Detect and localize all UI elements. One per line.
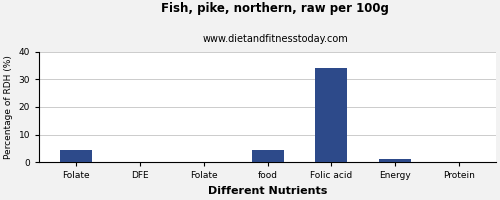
Text: www.dietandfitnesstoday.com: www.dietandfitnesstoday.com	[202, 34, 348, 44]
Bar	[60, 150, 92, 162]
Y-axis label: Percentage of RDH (%): Percentage of RDH (%)	[4, 55, 13, 159]
Bar	[252, 150, 284, 162]
Bar	[316, 68, 348, 162]
Text: Fish, pike, northern, raw per 100g: Fish, pike, northern, raw per 100g	[161, 2, 389, 15]
Bar	[380, 159, 411, 162]
X-axis label: Different Nutrients: Different Nutrients	[208, 186, 327, 196]
